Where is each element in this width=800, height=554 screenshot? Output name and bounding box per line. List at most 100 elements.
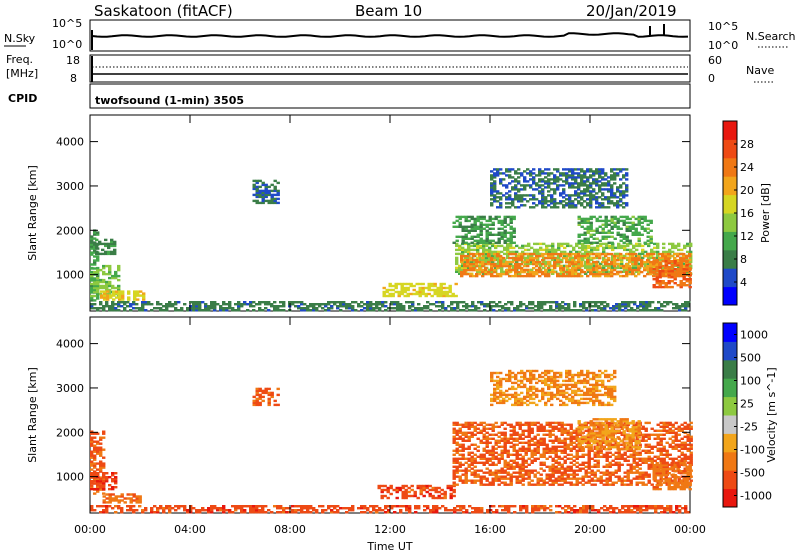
power-cell <box>606 305 610 308</box>
velocity-cell <box>518 473 522 476</box>
velocity-cell <box>464 447 468 450</box>
velocity-cell <box>455 483 459 486</box>
power-cell <box>240 303 244 306</box>
velocity-cell <box>452 431 456 434</box>
velocity-cell <box>582 509 586 512</box>
power-cell <box>461 268 465 272</box>
velocity-cell <box>530 449 534 452</box>
velocity-cell <box>465 511 469 514</box>
power-cell <box>509 219 513 223</box>
power-cell <box>448 286 452 290</box>
power-cell <box>496 192 500 195</box>
velocity-cell <box>587 479 591 482</box>
power-cell <box>294 301 298 304</box>
velocity-cell <box>455 457 459 460</box>
power-cell <box>658 252 662 256</box>
power-cell <box>553 262 557 266</box>
power-cell <box>385 294 389 298</box>
power-cell <box>458 246 462 250</box>
power-cell <box>538 178 542 181</box>
power-cell <box>553 266 557 270</box>
power-cell <box>118 296 122 299</box>
power-cell <box>613 221 617 224</box>
velocity-cell <box>557 439 561 442</box>
power-cell <box>670 264 674 267</box>
power-cell <box>464 219 468 223</box>
velocity-cell <box>645 509 649 512</box>
power-cell <box>517 180 521 183</box>
velocity-cell <box>573 505 577 508</box>
power-cell <box>568 174 572 177</box>
power-cell <box>565 174 569 177</box>
velocity-cell <box>527 429 531 432</box>
power-cell <box>583 184 587 187</box>
power-cell <box>456 307 460 310</box>
power-cell <box>99 278 103 282</box>
velocity-cell <box>455 447 459 450</box>
power-cell <box>177 309 181 312</box>
velocity-cell <box>102 509 106 512</box>
power-cell <box>503 217 507 221</box>
velocity-cell <box>431 488 435 492</box>
power-cell <box>622 266 626 270</box>
power-cell <box>485 225 489 228</box>
power-cell <box>267 301 271 304</box>
power-cell <box>592 180 596 183</box>
power-cell <box>602 242 606 246</box>
velocity-cell <box>464 433 468 436</box>
power-cell <box>511 256 515 260</box>
date-title: 20/Jan/2019 <box>586 2 677 20</box>
velocity-cell <box>114 495 118 498</box>
velocity-cell <box>345 507 349 510</box>
power-cell <box>129 305 133 308</box>
velocity-cell <box>521 457 525 460</box>
velocity-cell <box>93 462 97 465</box>
power-cell <box>384 309 388 312</box>
power-cell <box>90 266 94 270</box>
power-cell <box>273 197 277 201</box>
power-cell <box>580 254 584 258</box>
power-cell <box>547 172 551 175</box>
velocity-cell <box>506 423 510 426</box>
velocity-cell <box>458 479 462 482</box>
power-cell <box>623 244 627 248</box>
power-cell <box>628 221 632 224</box>
power-cell <box>464 229 468 232</box>
velocity-cell <box>575 437 579 440</box>
power-cell <box>541 184 545 187</box>
velocity-cell <box>563 459 567 462</box>
power-cell <box>613 237 617 240</box>
velocity-cell <box>255 511 259 514</box>
power-cell <box>622 168 626 171</box>
power-cell <box>108 309 112 312</box>
power-cell <box>601 204 605 207</box>
power-cell <box>586 178 590 181</box>
velocity-cell <box>521 467 525 470</box>
velocity-cell <box>114 511 118 514</box>
power-cell <box>198 301 202 304</box>
velocity-cell <box>90 484 94 487</box>
power-cell <box>646 223 650 226</box>
velocity-cell <box>399 509 403 512</box>
power-cell <box>488 246 492 250</box>
power-cell <box>598 206 602 209</box>
power-cell <box>333 303 337 306</box>
power-cell <box>601 192 605 195</box>
power-cell <box>531 301 535 304</box>
velocity-cell <box>554 465 558 468</box>
velocity-cell <box>491 423 495 426</box>
power-cell <box>162 309 166 312</box>
power-cell <box>529 194 533 197</box>
power-cell <box>264 183 268 187</box>
power-cell <box>559 178 563 181</box>
power-cell <box>467 225 471 228</box>
power-cell <box>665 250 669 254</box>
power-cell <box>384 305 388 308</box>
power-cell <box>685 274 689 277</box>
power-cell <box>496 264 500 268</box>
velocity-cell <box>360 511 364 514</box>
power-cell <box>652 278 656 281</box>
power-cell <box>99 303 103 306</box>
power-cell <box>643 227 647 230</box>
colorbar-swatch <box>723 231 737 251</box>
